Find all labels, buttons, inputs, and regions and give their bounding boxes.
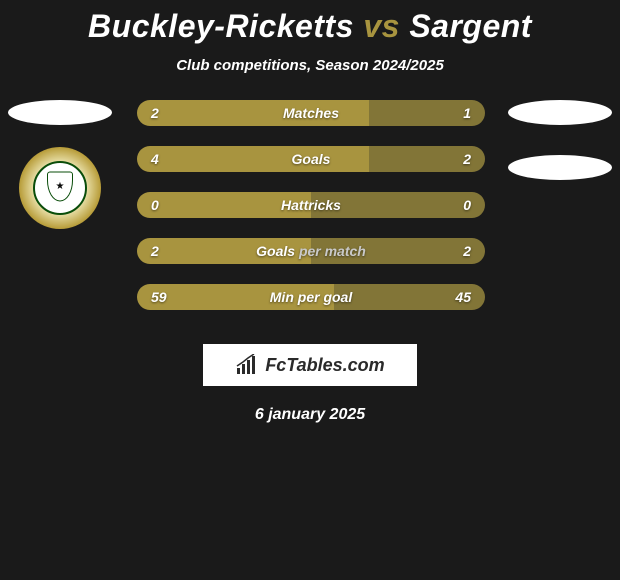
stat-left-value: 59 <box>151 289 167 305</box>
stat-bars: 2 1 Matches 4 2 Goals 0 0 Hattricks 2 2 Goals per m… <box>137 100 485 330</box>
comparison-title: Buckley-Ricketts vs Sargent <box>0 0 620 45</box>
stat-right-value: 45 <box>455 289 471 305</box>
stat-bar-row: 4 2 Goals <box>137 146 485 172</box>
stat-label: Hattricks <box>281 197 341 213</box>
subtitle: Club competitions, Season 2024/2025 <box>0 57 620 74</box>
stat-right-value: 2 <box>463 243 471 259</box>
brand-box: FcTables.com <box>203 344 417 386</box>
stat-label: Goals <box>292 151 331 167</box>
stat-label: Matches <box>283 105 339 121</box>
player-left-name: Buckley-Ricketts <box>88 8 354 44</box>
right-club-pill-2 <box>508 155 612 180</box>
vs-text: vs <box>363 8 400 44</box>
crest-shield: ★ <box>47 172 73 202</box>
stat-label: Goals per match <box>256 243 366 259</box>
player-right-name: Sargent <box>409 8 532 44</box>
comparison-main: ★ 2 1 Matches 4 2 Goals 0 0 Hattricks 2 2 Goals per… <box>0 100 620 330</box>
footer-date: 6 january 2025 <box>0 406 620 424</box>
crest-ring: ★ <box>33 161 87 215</box>
stat-right-value: 2 <box>463 151 471 167</box>
left-club-crest: ★ <box>19 147 101 229</box>
stat-right-value: 0 <box>463 197 471 213</box>
stat-bar-row: 0 0 Hattricks <box>137 192 485 218</box>
stat-left-value: 4 <box>151 151 159 167</box>
stat-label: Min per goal <box>270 289 352 305</box>
stat-left-value: 0 <box>151 197 159 213</box>
right-player-column <box>500 100 620 180</box>
stat-bar-row: 2 1 Matches <box>137 100 485 126</box>
brand-bars-icon <box>235 354 261 376</box>
stat-right-value: 1 <box>463 105 471 121</box>
stat-bar-left-fill <box>137 146 369 172</box>
stat-bar-row: 59 45 Min per goal <box>137 284 485 310</box>
brand-text: FcTables.com <box>265 355 384 376</box>
right-club-pill-1 <box>508 100 612 125</box>
stat-bar-row: 2 2 Goals per match <box>137 238 485 264</box>
stat-left-value: 2 <box>151 243 159 259</box>
stat-left-value: 2 <box>151 105 159 121</box>
left-player-column: ★ <box>0 100 120 229</box>
left-club-pill <box>8 100 112 125</box>
crest-star-icon: ★ <box>56 181 65 192</box>
